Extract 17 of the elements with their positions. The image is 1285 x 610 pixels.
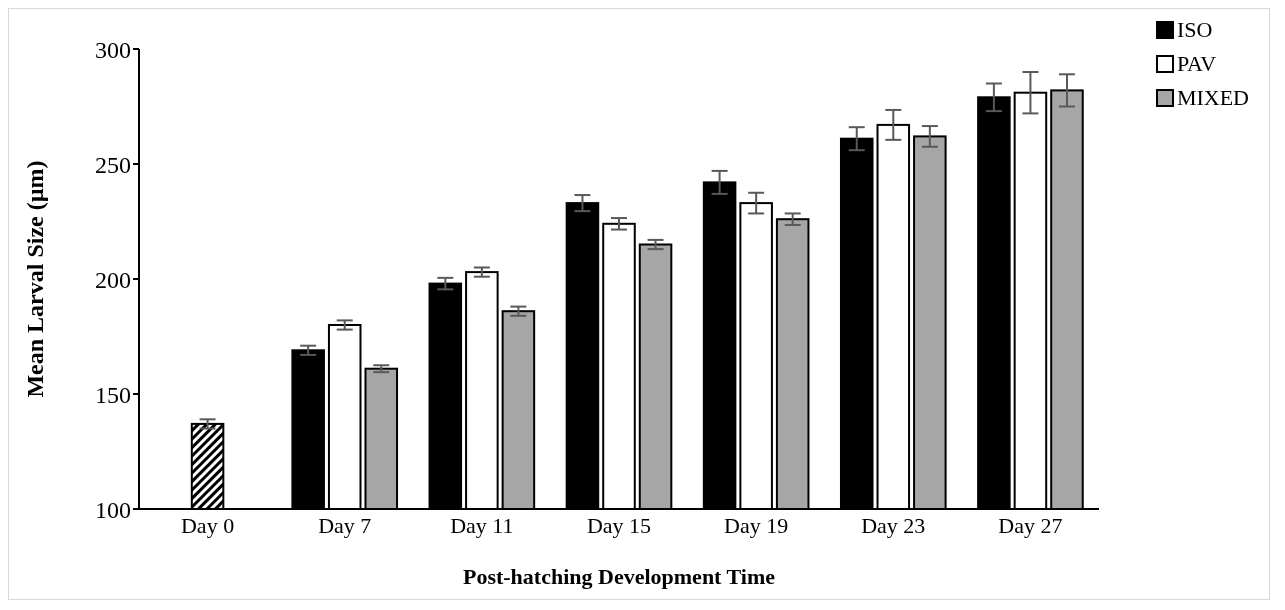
legend-label: PAV — [1176, 51, 1217, 77]
x-tick-label: Day 23 — [861, 512, 926, 538]
x-tick-label: Day 0 — [180, 512, 235, 538]
y-tick-label: 200 — [95, 266, 131, 293]
y-axis-title: Mean Larval Size (µm) — [21, 160, 48, 398]
x-tick-label: Day 15 — [586, 512, 652, 538]
y-tick-label: 150 — [95, 381, 131, 408]
legend-label: MIXED — [1176, 85, 1249, 111]
y-tick-label: 100 — [95, 496, 131, 523]
x-axis-title: Post-hatching Development Time — [462, 564, 776, 589]
x-tick-label: Day 27 — [998, 512, 1063, 538]
x-tick-label: Day 7 — [318, 512, 372, 538]
x-tick-label: Day 11 — [450, 512, 514, 538]
legend-label: ISO — [1176, 17, 1213, 43]
y-tick-label: 250 — [95, 151, 131, 178]
x-tick-label: Day 19 — [724, 512, 789, 538]
y-tick-label: 300 — [95, 36, 131, 63]
